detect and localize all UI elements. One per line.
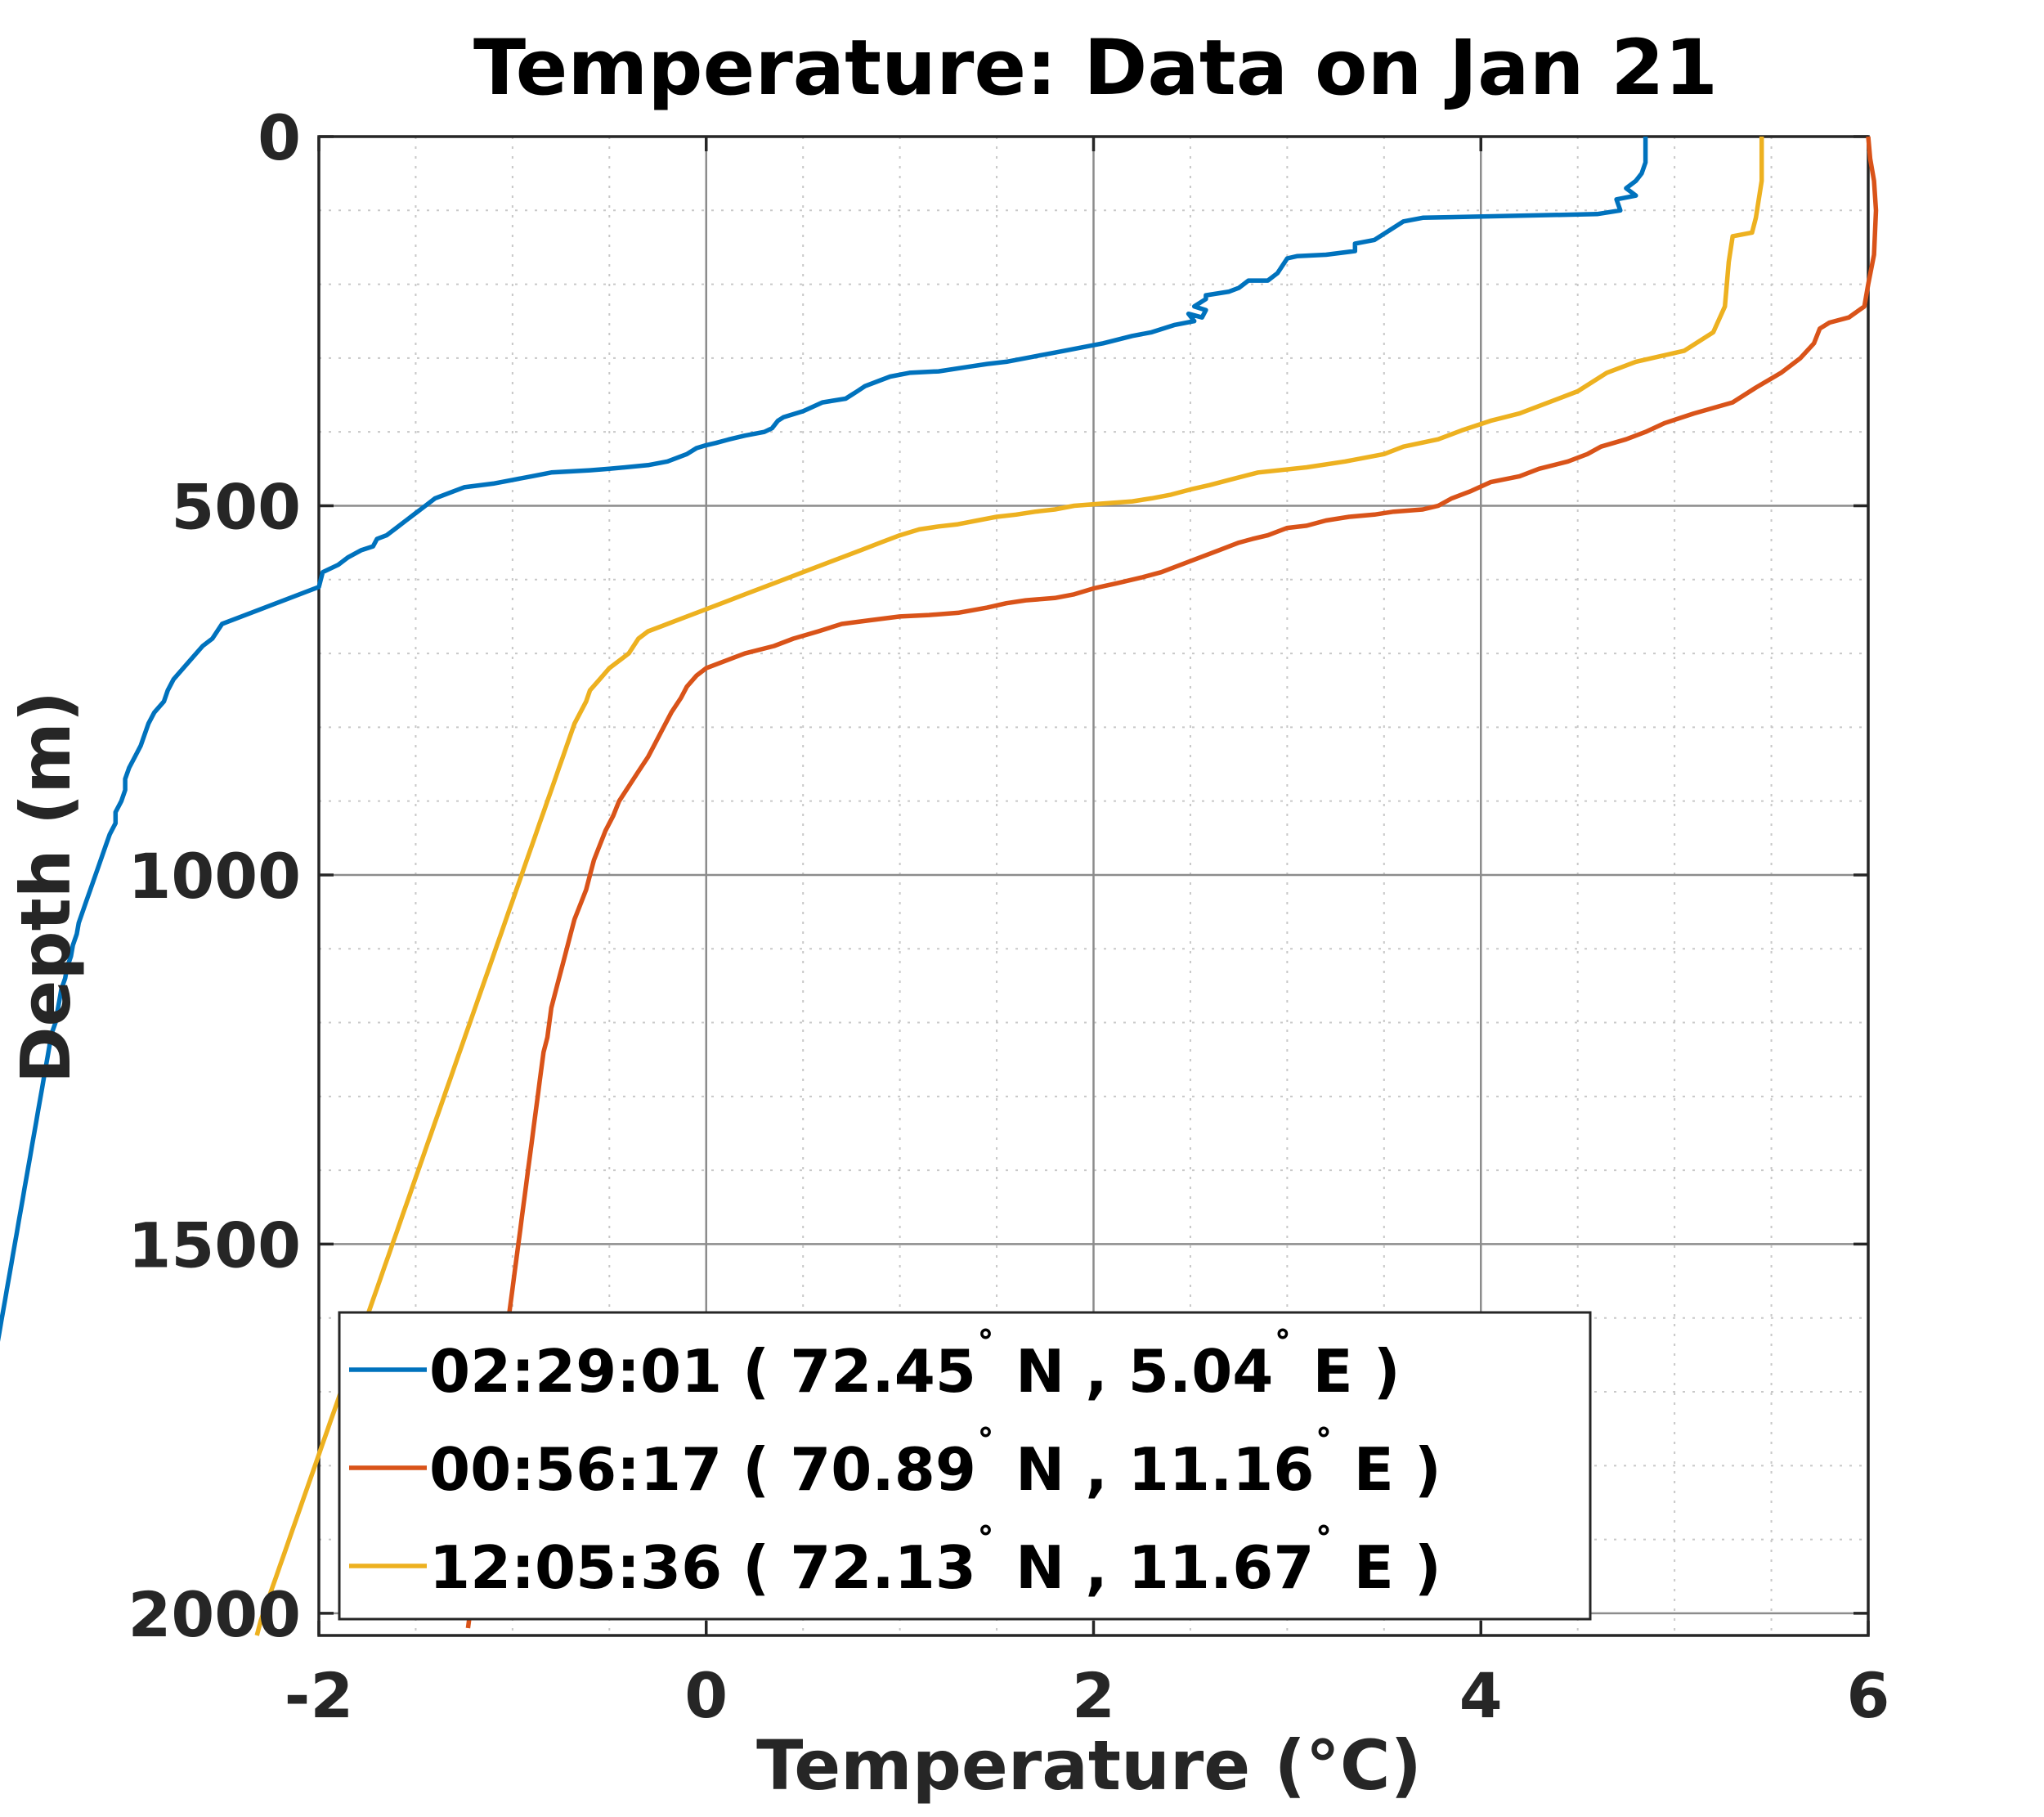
- legend: 02:29:01 ( 72.45˚ N , 5.04˚ E ) 00:56:17 …: [338, 1311, 1592, 1621]
- legend-label-2: 00:56:17 ( 70.89˚ N , 11.16˚ E ): [429, 1425, 1441, 1504]
- tick-labels: -2 0 2 4 6 0 500 1000 1500 2000: [128, 101, 1889, 1732]
- x-axis-label: Temperature (°C): [756, 1725, 1422, 1806]
- x-tick-label: 6: [1847, 1659, 1890, 1732]
- y-axis-label: Depth (m): [6, 691, 86, 1083]
- chart-title: Temperature: Data on Jan 21: [473, 24, 1718, 113]
- x-tick-label: 0: [684, 1659, 728, 1732]
- y-tick-label: 1500: [128, 1209, 301, 1281]
- y-tick-label: 0: [258, 101, 301, 174]
- series-line-1: [0, 137, 1648, 1343]
- y-tick-label: 2000: [128, 1578, 301, 1651]
- legend-label-3: 12:05:36 ( 72.13˚ N , 11.67˚ E ): [429, 1523, 1441, 1602]
- x-tick-label: -2: [285, 1659, 353, 1732]
- axes: [317, 135, 1870, 1637]
- y-tick-label: 500: [171, 470, 301, 543]
- y-tick-label: 1000: [128, 840, 301, 913]
- x-tick-label: 2: [1072, 1659, 1115, 1732]
- legend-label-1: 02:29:01 ( 72.45˚ N , 5.04˚ E ): [429, 1327, 1401, 1406]
- x-tick-label: 4: [1459, 1659, 1503, 1732]
- legend-box: [338, 1311, 1592, 1621]
